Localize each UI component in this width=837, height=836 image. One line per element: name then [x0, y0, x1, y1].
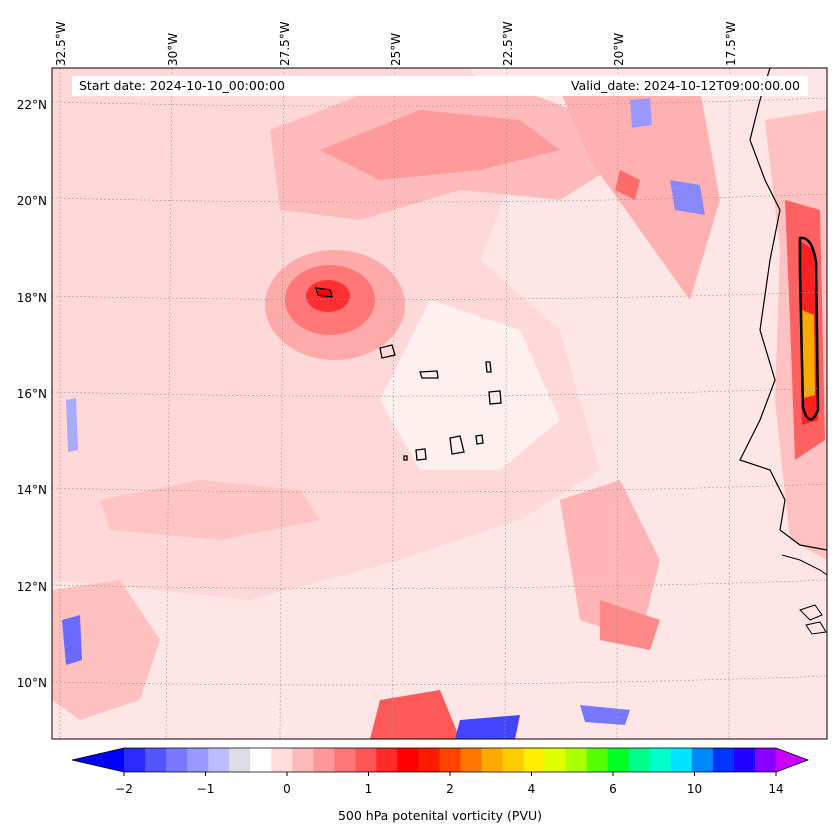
colorbar-tick-label: 4 — [527, 782, 536, 796]
graticule — [52, 68, 827, 739]
colorbar-cell — [670, 748, 693, 772]
lon-label: 32.5°W — [54, 21, 68, 66]
colorbar-cell — [439, 748, 462, 772]
colorbar-cell — [754, 748, 777, 772]
colorbar-tick-label: 0 — [283, 782, 291, 796]
colorbar-cell — [145, 748, 167, 772]
colorbar-title: 500 hPa potenital vorticity (PVU) — [337, 808, 543, 823]
pv-2-contour — [798, 236, 820, 421]
pv-coastal-max — [802, 310, 815, 398]
pv-streak-east-core — [615, 170, 640, 200]
pv-negative-north — [630, 98, 652, 128]
colorbar-cell — [712, 748, 735, 772]
colorbar-tick-label: 1 — [364, 782, 373, 796]
colorbar-tick-label: −2 — [115, 782, 133, 796]
lat-label: 10°N — [16, 676, 47, 690]
pv-negative-northeast — [670, 180, 705, 215]
lon-label: 17.5°W — [724, 21, 738, 66]
lat-label: 20°N — [16, 194, 47, 208]
colorbar-tick-label: 2 — [446, 782, 454, 796]
colorbar-cell — [523, 748, 546, 772]
colorbar-cell — [649, 748, 672, 772]
colorbar-cell — [166, 748, 188, 772]
lat-label: 18°N — [16, 291, 47, 305]
colorbar-ticks — [123, 772, 777, 776]
pv-negative-south-2 — [580, 705, 630, 725]
pv-streak-southeast-core — [600, 600, 660, 650]
colorbar-cell — [250, 748, 272, 772]
colorbar-cell — [355, 748, 377, 772]
colorbar-cell — [124, 748, 146, 772]
colorbar-cell — [502, 748, 525, 772]
colorbar-cell — [334, 748, 356, 772]
colorbar-tick-label: 10 — [686, 782, 703, 796]
colorbar-cell — [691, 748, 714, 772]
colorbar-cell — [187, 748, 209, 772]
lat-label: 16°N — [16, 387, 47, 401]
colorbar-cell — [418, 748, 440, 772]
colorbar-extend-high — [776, 748, 808, 772]
pv-south-core — [370, 690, 460, 739]
pv-band-north-inner — [320, 110, 560, 180]
pv-southwest — [52, 580, 160, 720]
coastlines — [315, 68, 827, 635]
lon-label: 20°W — [612, 32, 626, 66]
pv-streak-southeast — [560, 480, 660, 640]
colorbar-extend-low — [72, 748, 124, 772]
colorbar-cell — [397, 748, 419, 772]
colorbar-cell — [544, 748, 567, 772]
pv-streak-east — [560, 90, 720, 300]
colorbar-cell — [481, 748, 504, 772]
colorbar-cell — [208, 748, 230, 772]
pv-negative-west — [66, 398, 78, 452]
colorbar-cell — [460, 748, 483, 772]
lat-label: 22°N — [16, 98, 47, 112]
date-header-box — [72, 76, 808, 96]
colorbar-tick-label: 6 — [609, 782, 617, 796]
lat-label: 14°N — [16, 483, 47, 497]
colorbar-cell — [229, 748, 251, 772]
lon-label: 27.5°W — [278, 21, 292, 66]
lon-label: 22.5°W — [501, 21, 515, 66]
colorbar-tick-label: 14 — [768, 782, 784, 796]
pv-field — [52, 68, 827, 739]
lon-label: 25°W — [389, 32, 403, 66]
start-date-label: Start date: 2024-10-10_00:00:00 — [79, 78, 285, 93]
valid-date-label: Valid_date: 2024-10-12T09:00:00.00 — [570, 78, 800, 93]
colorbar-cells — [71, 747, 810, 773]
pv-region-white — [380, 300, 560, 470]
colorbar — [71, 747, 810, 776]
pv-negative-southwest — [62, 615, 82, 665]
colorbar-cell — [376, 748, 398, 772]
colorbar-cell — [628, 748, 651, 772]
lon-label: 30°W — [166, 32, 180, 66]
pv-region-patch — [100, 480, 320, 540]
colorbar-cell — [565, 748, 588, 772]
map-frame — [51, 67, 828, 740]
colorbar-cell — [586, 748, 609, 772]
colorbar-cell — [292, 748, 314, 772]
colorbar-tick-label: −1 — [196, 782, 215, 796]
colorbar-cell — [733, 748, 756, 772]
colorbar-cell — [607, 748, 630, 772]
colorbar-cell — [313, 748, 335, 772]
colorbar-cell — [271, 748, 293, 772]
lat-label: 12°N — [16, 580, 47, 594]
pv-negative-south — [455, 715, 520, 739]
